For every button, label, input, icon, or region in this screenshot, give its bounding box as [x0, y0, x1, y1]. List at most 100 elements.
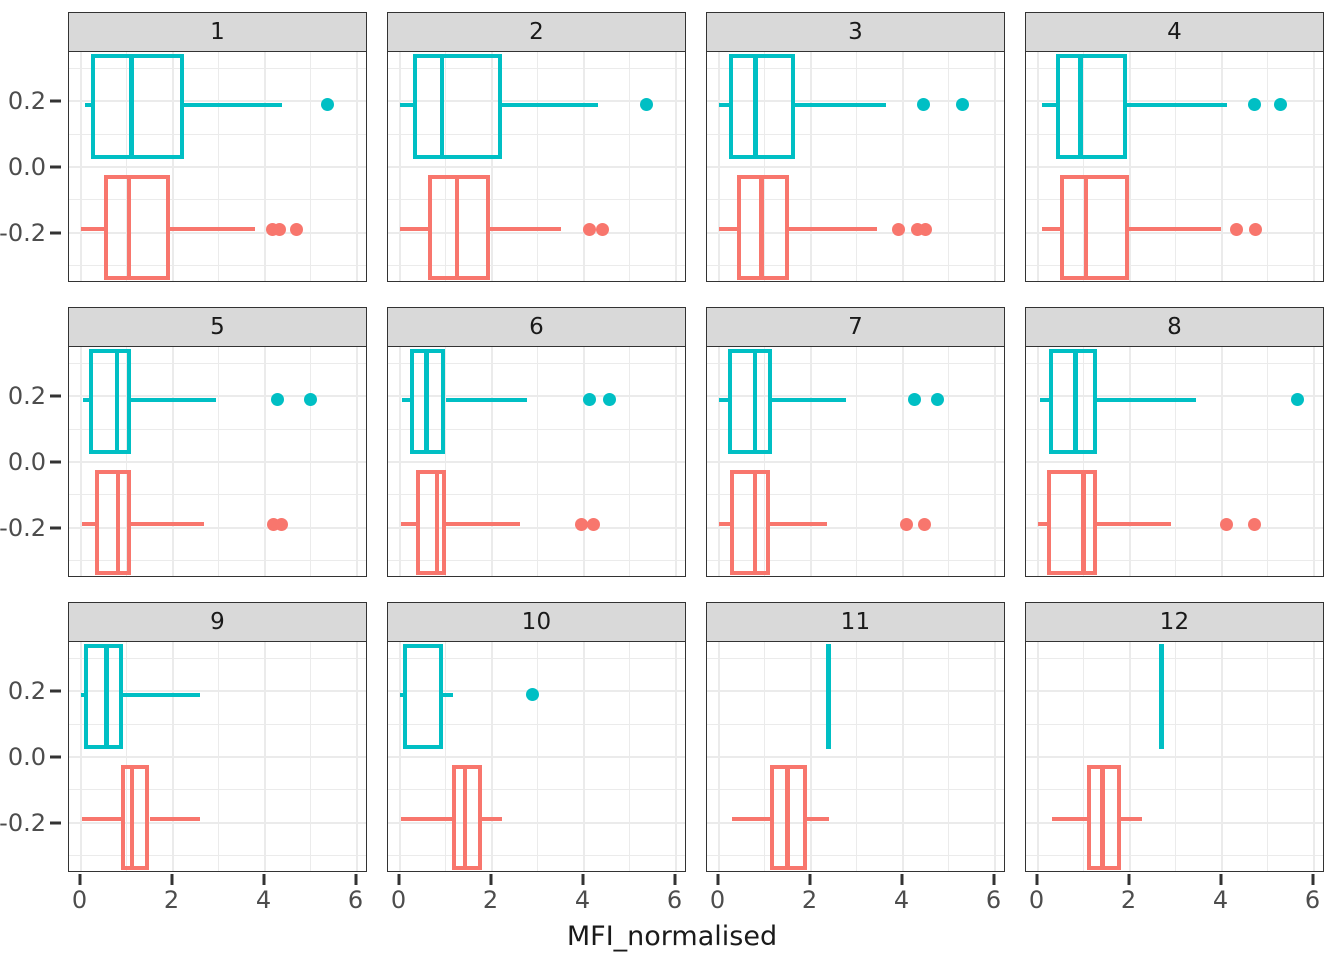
facet-panel-10: 10	[387, 602, 686, 872]
panel-inner	[1026, 52, 1323, 281]
boxplot-box-teal-group	[412, 53, 502, 159]
boxplot-outlier-red-group	[892, 222, 906, 236]
boxplot-median-red-group	[434, 470, 440, 576]
x-tick-label: 0	[71, 886, 88, 914]
gridline-horizontal-major	[388, 100, 685, 103]
y-tick-mark	[50, 231, 61, 235]
x-tick-label: 2	[801, 886, 818, 914]
gridline-horizontal-major	[1026, 231, 1323, 234]
y-tick-label: 0.2	[7, 677, 46, 706]
plot-panel-3	[706, 52, 1005, 282]
facet-panel-8: 8	[1025, 307, 1324, 577]
gridline-horizontal-minor	[707, 199, 1004, 201]
y-tick-mark	[50, 460, 61, 464]
facet-strip-label: 7	[848, 313, 863, 340]
gridline-horizontal-major	[707, 231, 1004, 234]
boxplot-outlier-teal-group	[603, 393, 617, 407]
gridline-horizontal-minor	[707, 560, 1004, 562]
x-tick-label: 2	[482, 886, 499, 914]
gridline-horizontal-minor	[69, 789, 366, 791]
boxplot-outlier-red-group	[919, 222, 932, 236]
boxplot-whisker-lower-teal-group	[85, 102, 92, 107]
boxplot-median-red-group	[115, 470, 121, 576]
gridline-horizontal-minor	[707, 789, 1004, 791]
facet-strip-4: 4	[1025, 12, 1324, 52]
facet-panel-4: 4	[1025, 12, 1324, 282]
gridline-horizontal-minor	[388, 723, 685, 725]
boxplot-median-teal-group	[1078, 53, 1083, 159]
gridline-horizontal-major	[69, 395, 366, 398]
y-tick-label: -0.2	[0, 218, 46, 247]
y-tick-mark	[50, 689, 61, 693]
boxplot-whisker-lower-red-group	[400, 817, 452, 822]
gridline-horizontal-minor	[707, 855, 1004, 857]
y-tick-label: 0.0	[7, 743, 46, 771]
facet-strip-label: 11	[840, 608, 871, 635]
boxplot-outlier-red-group	[900, 517, 914, 531]
boxplot-degenerate-teal-group	[826, 643, 832, 749]
gridline-horizontal-major	[69, 100, 366, 103]
y-tick-mark	[50, 526, 61, 530]
boxplot-whisker-lower-red-group	[718, 522, 731, 527]
plot-panel-4	[1025, 52, 1324, 282]
boxplot-degenerate-teal-group	[1159, 643, 1165, 749]
x-tick-label: 0	[1028, 886, 1045, 914]
y-tick-mark	[50, 99, 61, 103]
facet-strip-label: 9	[210, 608, 225, 635]
x-tick-mark	[1219, 874, 1222, 885]
gridline-horizontal-major	[1026, 166, 1323, 168]
boxplot-box-teal-group	[83, 643, 124, 749]
gridline-horizontal-minor	[707, 428, 1004, 430]
x-tick-mark	[581, 874, 584, 885]
gridline-horizontal-major	[69, 526, 366, 529]
facet-strip-label: 10	[521, 608, 552, 635]
boxplot-whisker-lower-teal-group	[399, 102, 413, 107]
gridline-horizontal-minor	[388, 657, 685, 659]
x-tick-mark	[1035, 874, 1038, 885]
gridline-horizontal-major	[1026, 461, 1323, 463]
boxplot-whisker-lower-red-group	[1042, 227, 1061, 232]
boxplot-outlier-red-group	[1248, 222, 1262, 236]
x-tick-mark	[900, 874, 903, 885]
gridline-horizontal-major	[1026, 395, 1323, 398]
y-tick-label: 0.2	[7, 87, 46, 116]
gridline-horizontal-major	[707, 461, 1004, 463]
y-axis-row-2: 0.2 0.0 -0.2	[0, 642, 68, 872]
boxplot-whisker-upper-red-group	[769, 522, 828, 527]
gridline-horizontal-major	[388, 166, 685, 168]
facet-panel-1: 1	[68, 12, 367, 282]
boxplot-whisker-lower-red-group	[1052, 817, 1087, 822]
boxplot-whisker-upper-red-group	[1096, 522, 1171, 527]
gridline-horizontal-minor	[1026, 362, 1323, 364]
gridline-horizontal-major	[707, 821, 1004, 824]
boxplot-outlier-teal-group	[930, 393, 944, 407]
facet-strip-6: 6	[387, 307, 686, 347]
gridline-horizontal-minor	[707, 494, 1004, 496]
gridline-horizontal-minor	[1026, 67, 1323, 69]
boxplot-box-red-group	[1060, 175, 1130, 281]
gridline-horizontal-minor	[388, 199, 685, 201]
plot-panel-5	[68, 347, 367, 577]
boxplot-outlier-red-group	[272, 222, 286, 236]
boxplot-median-teal-group	[114, 348, 120, 454]
facet-panel-7: 7	[706, 307, 1005, 577]
y-tick-mark	[50, 755, 61, 759]
boxplot-median-teal-group	[1073, 348, 1078, 454]
gridline-horizontal-minor	[1026, 789, 1323, 791]
x-tick-mark	[808, 874, 811, 885]
x-tick-mark	[716, 874, 719, 885]
y-tick-label: -0.2	[0, 513, 46, 542]
boxplot-median-teal-group	[129, 53, 134, 159]
boxplot-median-red-group	[785, 765, 790, 871]
boxplot-whisker-lower-red-group	[81, 817, 121, 822]
gridline-horizontal-major	[69, 690, 366, 693]
plot-panel-9	[68, 642, 367, 872]
gridline-horizontal-minor	[388, 67, 685, 69]
facet-panel-5: 5	[68, 307, 367, 577]
boxplot-outlier-teal-group	[271, 393, 285, 407]
plot-panel-10	[387, 642, 686, 872]
boxplot-whisker-lower-red-group	[731, 817, 770, 822]
facet-panel-12: 12	[1025, 602, 1324, 872]
y-axis-row-0: 0.2 0.0 -0.2	[0, 52, 68, 282]
x-tick-label: 2	[163, 886, 180, 914]
